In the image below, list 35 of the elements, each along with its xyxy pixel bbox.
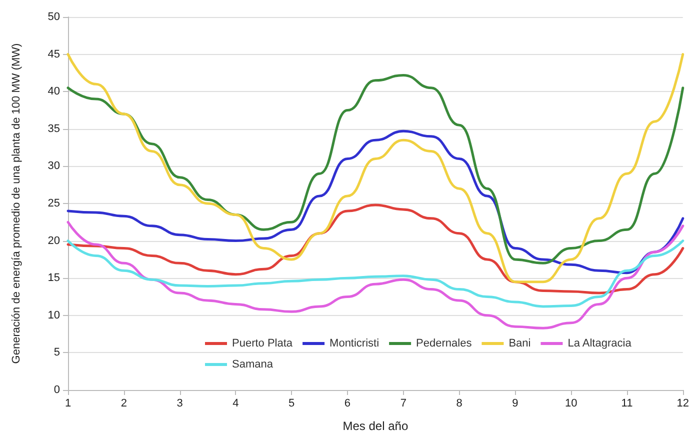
y-tick-label: 25 (48, 198, 60, 210)
legend-label: Samana (232, 358, 274, 370)
x-tick-label: 9 (512, 398, 518, 410)
x-tick-label: 1 (64, 398, 72, 410)
y-tick-label: 0 (54, 384, 60, 396)
line-series (66, 240, 684, 308)
x-tick-label: 4 (232, 398, 239, 410)
x-tick-label: 12 (676, 398, 690, 410)
y-tick-label: 5 (54, 346, 60, 359)
y-tick-label: 45 (48, 48, 60, 60)
x-tick-label: 8 (456, 398, 462, 410)
legend-label: Pedernales (416, 338, 472, 350)
legend-label: Puerto Plata (232, 338, 294, 350)
x-tick-label: 6 (344, 398, 351, 410)
x-tick-label: 11 (621, 398, 633, 410)
line-series (66, 53, 684, 284)
x-axis-title: Mes del año (342, 419, 408, 433)
x-tick-label: 3 (176, 398, 183, 410)
legend-label: La Altagracia (568, 338, 632, 350)
y-tick-label: 40 (48, 86, 60, 98)
y-tick-label: 10 (48, 309, 60, 322)
legend-label: Monticristi (330, 338, 380, 350)
y-tick-label: 30 (48, 160, 60, 172)
x-tick-label: 5 (288, 398, 295, 410)
y-tick-label: 15 (48, 272, 60, 284)
x-tick-label: 2 (120, 398, 127, 410)
y-tick-label: 35 (48, 122, 60, 135)
y-tick-label: 50 (48, 11, 60, 23)
x-tick-label: 7 (400, 398, 406, 410)
line-series (66, 74, 684, 264)
y-tick-label: 20 (48, 234, 60, 247)
line-series (66, 220, 684, 330)
legend-label: Bani (508, 338, 531, 350)
y-axis-title: Generación de energía promedio de una planta de 100 MW (MW) (10, 43, 22, 364)
x-tick-label: 10 (564, 398, 578, 410)
